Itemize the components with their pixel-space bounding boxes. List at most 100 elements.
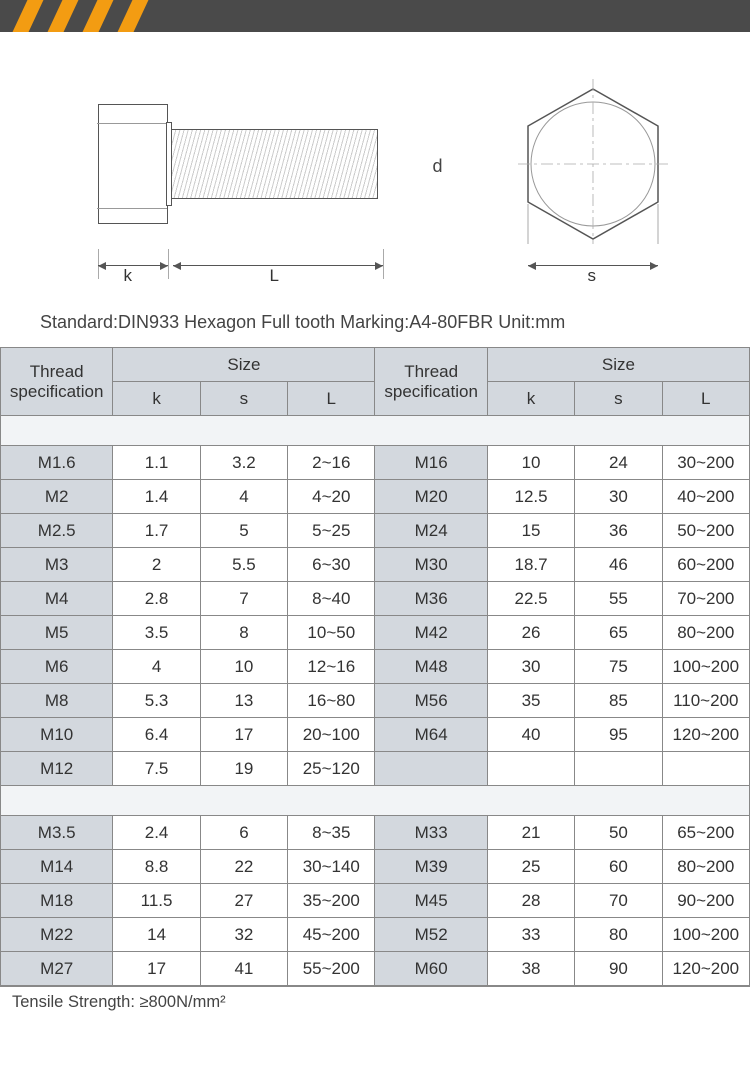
cell: 75 — [575, 650, 662, 684]
th-k-right: k — [487, 382, 574, 416]
cell: 15 — [487, 514, 574, 548]
dim-d-label: d — [432, 156, 442, 177]
cell: 8~35 — [288, 816, 375, 850]
cell: M60 — [375, 952, 487, 986]
table-row: M3.52.468~35M33215065~200 — [1, 816, 750, 850]
cell: M10 — [1, 718, 113, 752]
standard-line: Standard:DIN933 Hexagon Full tooth Marki… — [0, 304, 750, 347]
cell: 6.4 — [113, 718, 200, 752]
cell: M42 — [375, 616, 487, 650]
cell: 2.8 — [113, 582, 200, 616]
table-row: M127.51925~120 — [1, 752, 750, 786]
cell: M8 — [1, 684, 113, 718]
cell: M24 — [375, 514, 487, 548]
cell: 4~20 — [288, 480, 375, 514]
cell: 3.5 — [113, 616, 200, 650]
cell: 7 — [200, 582, 287, 616]
cell: M56 — [375, 684, 487, 718]
cell: 16~80 — [288, 684, 375, 718]
cell: 80 — [575, 918, 662, 952]
cell: 1.4 — [113, 480, 200, 514]
cell: 8~40 — [288, 582, 375, 616]
table-row: M148.82230~140M39256080~200 — [1, 850, 750, 884]
table-row: M53.5810~50M42266580~200 — [1, 616, 750, 650]
cell: M2 — [1, 480, 113, 514]
cell: M2.5 — [1, 514, 113, 548]
cell: 12.5 — [487, 480, 574, 514]
cell: 26 — [487, 616, 574, 650]
cell: 35~200 — [288, 884, 375, 918]
cell: 6 — [200, 816, 287, 850]
spec-table: Thread specification Size Thread specifi… — [0, 347, 750, 986]
table-row: M2.51.755~25M24153650~200 — [1, 514, 750, 548]
cell: 24 — [575, 446, 662, 480]
cell: 27 — [200, 884, 287, 918]
cell: 4 — [200, 480, 287, 514]
cell: 1.1 — [113, 446, 200, 480]
cell: 30~200 — [662, 446, 749, 480]
cell: 10 — [200, 650, 287, 684]
cell: M18 — [1, 884, 113, 918]
cell: 70 — [575, 884, 662, 918]
cell: 100~200 — [662, 650, 749, 684]
cell: M48 — [375, 650, 487, 684]
table-row: M22143245~200M523380100~200 — [1, 918, 750, 952]
cell: 70~200 — [662, 582, 749, 616]
cell: 65~200 — [662, 816, 749, 850]
cell: 41 — [200, 952, 287, 986]
cell: 19 — [200, 752, 287, 786]
cell: M12 — [1, 752, 113, 786]
cell: M4 — [1, 582, 113, 616]
cell: 80~200 — [662, 616, 749, 650]
cell: 6~30 — [288, 548, 375, 582]
cell: 13 — [200, 684, 287, 718]
table-row: M641012~16M483075100~200 — [1, 650, 750, 684]
table-row: M1811.52735~200M45287090~200 — [1, 884, 750, 918]
th-size-right: Size — [487, 348, 749, 382]
cell: M14 — [1, 850, 113, 884]
cell: 60 — [575, 850, 662, 884]
cell: 4 — [113, 650, 200, 684]
cell: 22.5 — [487, 582, 574, 616]
cell: 3.2 — [200, 446, 287, 480]
cell: 60~200 — [662, 548, 749, 582]
table-header: Thread specification Size Thread specifi… — [1, 348, 750, 416]
cell: M52 — [375, 918, 487, 952]
table-row: M325.56~30M3018.74660~200 — [1, 548, 750, 582]
cell: M27 — [1, 952, 113, 986]
cell: 40~200 — [662, 480, 749, 514]
bolt-side-view: k L d — [58, 74, 418, 284]
dim-s-label: s — [588, 266, 597, 286]
cell: 17 — [113, 952, 200, 986]
cell: 10 — [487, 446, 574, 480]
cell: M64 — [375, 718, 487, 752]
cell: 110~200 — [662, 684, 749, 718]
cell: M45 — [375, 884, 487, 918]
cell: 30~140 — [288, 850, 375, 884]
cell: 46 — [575, 548, 662, 582]
tensile-strength-note: Tensile Strength: ≥800N/mm² — [0, 986, 750, 1018]
cell: 95 — [575, 718, 662, 752]
table-row: M1.61.13.22~16M16102430~200 — [1, 446, 750, 480]
th-k-left: k — [113, 382, 200, 416]
cell: 25~120 — [288, 752, 375, 786]
cell: 10~50 — [288, 616, 375, 650]
cell — [575, 752, 662, 786]
cell: 5~25 — [288, 514, 375, 548]
cell: 5.3 — [113, 684, 200, 718]
bolt-hex-top-view: s — [493, 74, 693, 284]
cell: 8 — [200, 616, 287, 650]
cell: 65 — [575, 616, 662, 650]
cell: 90 — [575, 952, 662, 986]
cell: 22 — [200, 850, 287, 884]
cell: 90~200 — [662, 884, 749, 918]
table-row: M106.41720~100M644095120~200 — [1, 718, 750, 752]
cell: M3 — [1, 548, 113, 582]
dim-k-label: k — [124, 266, 133, 286]
cell: 2 — [113, 548, 200, 582]
cell: 5 — [200, 514, 287, 548]
cell: M5 — [1, 616, 113, 650]
cell: 85 — [575, 684, 662, 718]
table-body: M1.61.13.22~16M16102430~200M21.444~20M20… — [1, 416, 750, 986]
cell — [487, 752, 574, 786]
